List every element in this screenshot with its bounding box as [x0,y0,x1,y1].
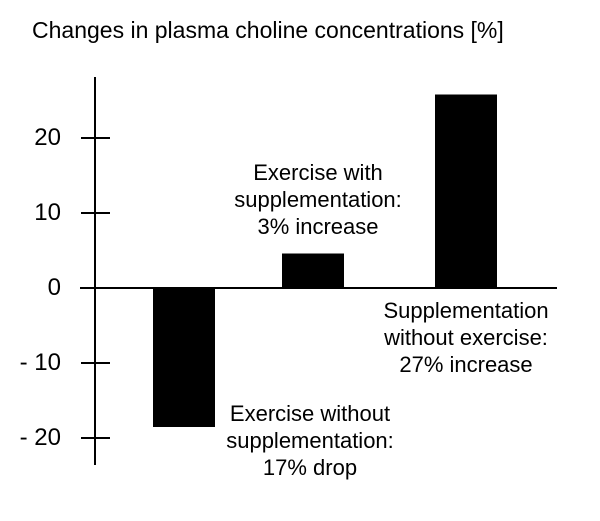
annotation-line: 27% increase [399,352,533,377]
annotation-line: without exercise: [384,325,548,350]
y-tick-label-10: 10 [34,199,61,226]
annotation-bar-2: Supplementation without exercise: 27% incr… [316,297,600,378]
bar-2-supplementation-without-exercise [435,94,497,288]
annotation-line: Supplementation [383,298,549,323]
annotation-bar-0: Exercise without supplementation: 17% drop [160,400,460,481]
annotation-line: 3% increase [257,214,379,239]
annotation-line: supplementation: [226,428,394,453]
bar-1-exercise-with-supplementation [282,253,344,288]
annotation-line: Exercise with [253,160,383,185]
y-tick-label-0: 0 [47,274,61,301]
annotation-line: Exercise without [229,401,391,426]
annotation-line: 17% drop [262,455,358,480]
annotation-line: supplementation: [234,187,402,212]
y-tick-label--20: - 20 [19,424,61,451]
y-tick-label-20: 20 [34,124,61,151]
annotation-bar-1: Exercise with supplementation: 3% increase [168,159,468,240]
y-tick-label--10: - 10 [19,349,61,376]
bar-0-exercise-without-supplementation [153,288,215,427]
chart-title: Changes in plasma choline concentrations… [32,17,504,43]
